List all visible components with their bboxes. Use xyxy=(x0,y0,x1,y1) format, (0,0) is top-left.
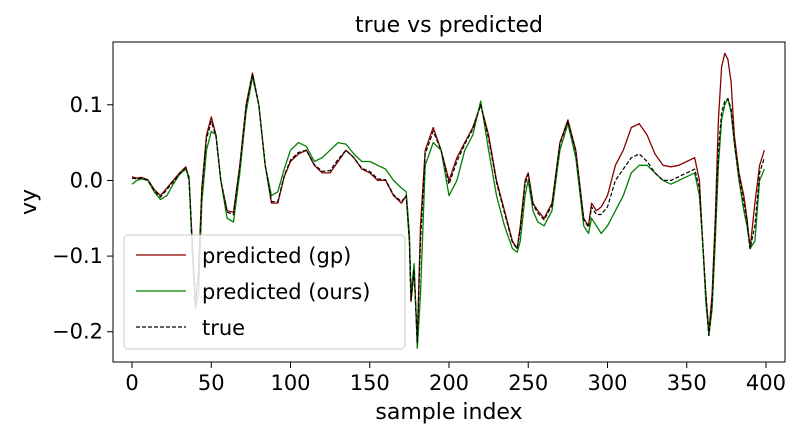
x-tick-label: 100 xyxy=(270,371,310,395)
y-tick-label: 0.0 xyxy=(70,168,103,192)
chart-title: true vs predicted xyxy=(355,13,543,38)
series-line-3 xyxy=(131,73,765,344)
x-tick-label: 200 xyxy=(429,371,469,395)
legend-frame xyxy=(123,234,406,350)
x-tick-label: 350 xyxy=(667,371,707,395)
x-tick-label: 0 xyxy=(125,371,138,395)
x-tick-label: 50 xyxy=(198,371,225,395)
x-tick-label: 300 xyxy=(587,371,627,395)
x-axis: 0 50 100 150 200 250 300 350 400 xyxy=(125,362,786,395)
legend-label-2: predicted (ours) xyxy=(202,280,370,304)
legend-label-1: predicted (gp) xyxy=(202,244,351,268)
legend: predicted (gp) predicted (ours) true xyxy=(123,234,406,350)
x-tick-label: 150 xyxy=(350,371,390,395)
y-tick-label: −0.1 xyxy=(52,244,103,268)
y-tick-label: 0.1 xyxy=(70,93,103,117)
y-axis-label: vy xyxy=(17,189,42,215)
legend-label-3: true xyxy=(202,316,245,340)
y-axis: −0.2 −0.1 0.0 0.1 xyxy=(52,93,113,344)
x-tick-label: 250 xyxy=(508,371,548,395)
x-axis-label: sample index xyxy=(375,400,522,425)
x-tick-label: 400 xyxy=(746,371,786,395)
y-tick-label: −0.2 xyxy=(52,320,103,344)
series-layer xyxy=(131,52,766,350)
